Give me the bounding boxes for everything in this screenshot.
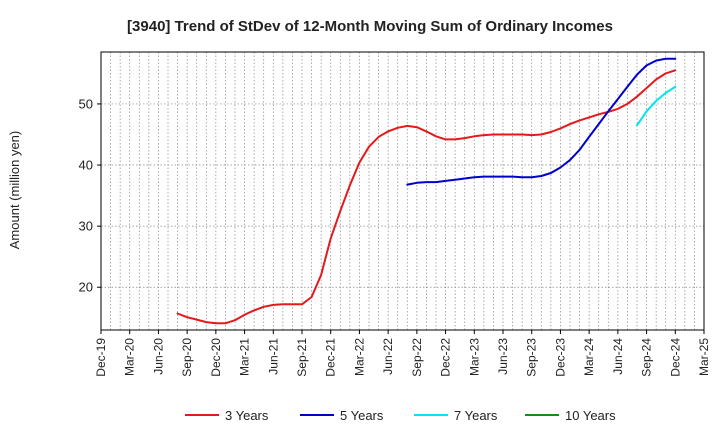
x-tick-label: Jun-23 — [496, 338, 510, 375]
x-tick-label: Dec-22 — [439, 338, 453, 377]
x-tick-label: Sep-21 — [295, 338, 309, 377]
x-tick-label: Dec-23 — [553, 338, 567, 377]
x-tick-label: Dec-19 — [94, 338, 108, 377]
x-tick-label: Mar-20 — [123, 338, 137, 376]
x-tick-label: Dec-20 — [209, 338, 223, 377]
x-tick-label: Sep-23 — [525, 338, 539, 377]
x-tick-label: Jun-21 — [266, 338, 280, 375]
x-tick-label: Jun-20 — [151, 338, 165, 375]
plot-frame — [100, 51, 705, 331]
x-tick-label: Dec-24 — [668, 338, 682, 377]
x-tick-label: Mar-25 — [697, 338, 711, 376]
y-tick-label: 50 — [79, 96, 93, 111]
legend-label: 7 Years — [454, 408, 498, 423]
legend-label: 10 Years — [565, 408, 616, 423]
x-tick-label: Jun-24 — [611, 338, 625, 375]
x-tick-label: Mar-21 — [238, 338, 252, 376]
x-tick-label: Jun-22 — [381, 338, 395, 375]
chart-title: [3940] Trend of StDev of 12-Month Moving… — [127, 18, 613, 35]
series-line-3-years — [176, 69, 677, 325]
y-tick-label: 30 — [79, 219, 93, 234]
series-line-7-years — [636, 85, 677, 127]
y-tick-label: 40 — [79, 158, 93, 173]
x-tick-label: Sep-22 — [410, 338, 424, 377]
legend-label: 3 Years — [225, 408, 269, 423]
x-tick-label: Mar-23 — [467, 338, 481, 376]
x-tick-label: Mar-22 — [352, 338, 366, 376]
series-line-5-years — [406, 57, 677, 186]
x-tick-label: Sep-24 — [640, 338, 654, 377]
x-tick-label: Dec-21 — [324, 338, 338, 377]
y-axis-label: Amount (million yen) — [7, 131, 22, 250]
x-tick-label: Sep-20 — [180, 338, 194, 377]
legend-label: 5 Years — [340, 408, 384, 423]
x-tick-label: Mar-24 — [582, 338, 596, 376]
y-tick-label: 20 — [79, 280, 93, 295]
